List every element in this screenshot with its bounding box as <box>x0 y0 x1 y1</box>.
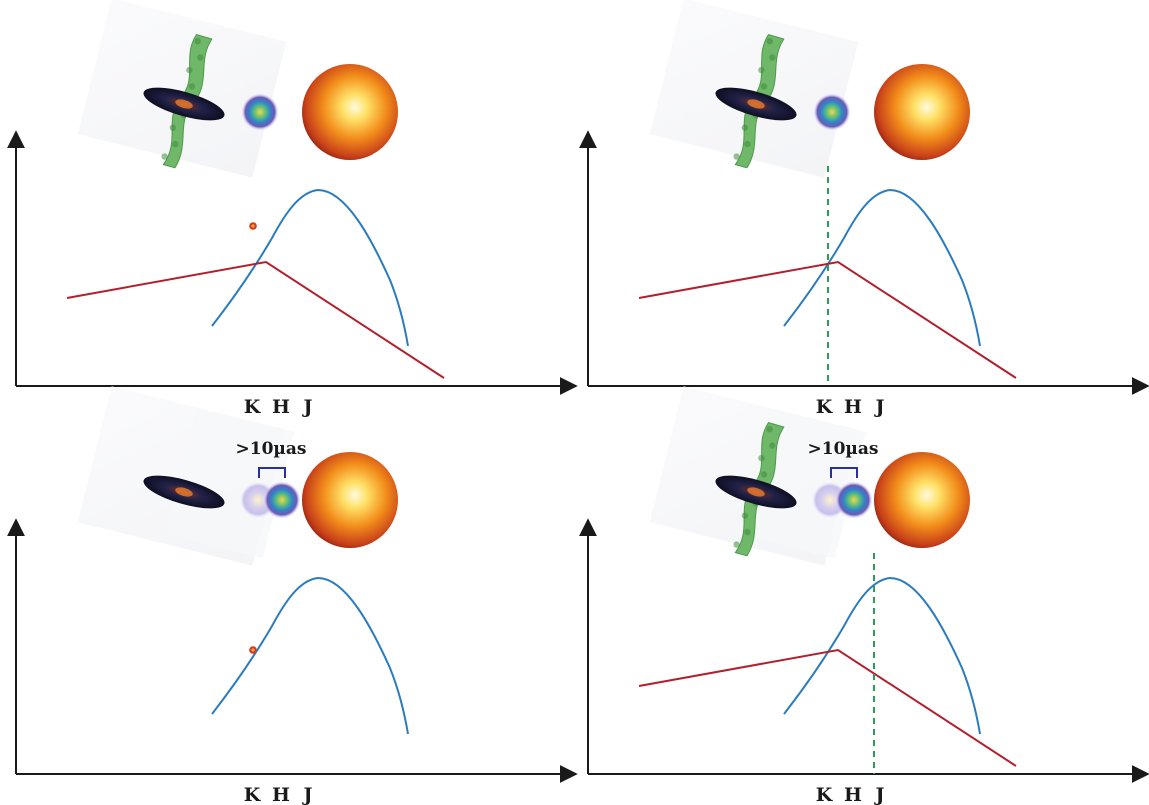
red-dot-core <box>251 224 255 228</box>
sed-curves <box>66 188 445 379</box>
sed-curves <box>211 576 409 735</box>
blue-stellar-sed <box>211 188 409 347</box>
jet-knot <box>186 66 193 74</box>
disk-backdrop <box>77 0 287 178</box>
red-dot-marker <box>249 222 257 230</box>
separation-label: >10µas <box>808 439 879 459</box>
jet-knot <box>741 124 749 131</box>
disk-core <box>747 99 765 109</box>
x-tick-k: K <box>244 784 262 805</box>
blue-stellar-sed <box>211 576 409 735</box>
ghost-backdrop <box>165 407 295 559</box>
red-dot-core <box>251 648 255 652</box>
jet-knot <box>744 140 751 148</box>
x-tick-k: K <box>816 396 834 418</box>
jet-knot <box>194 38 201 45</box>
star-icon <box>302 452 398 548</box>
star-icon <box>874 452 970 548</box>
illustration <box>77 0 398 178</box>
red-disk-sed <box>66 260 445 379</box>
jet-knot <box>733 541 740 548</box>
accretion-disk-icon <box>143 475 225 509</box>
x-tick-h: H <box>272 396 290 418</box>
blue-stellar-sed <box>783 188 981 347</box>
x-tick-j: J <box>302 784 313 805</box>
disk-backdrop <box>649 0 859 178</box>
illustration: >10µas <box>77 386 398 566</box>
jet-knot <box>169 124 177 131</box>
jet-knot <box>188 83 196 90</box>
disk-core <box>175 99 193 109</box>
sed-curves <box>638 553 1017 774</box>
x-tick-h: H <box>844 396 862 418</box>
x-tick-k: K <box>816 784 834 805</box>
jet-knot <box>760 471 768 478</box>
jet-knot <box>172 140 179 148</box>
illustration: >10µas <box>649 386 970 566</box>
separation-bracket <box>830 467 858 478</box>
red-disk-sed <box>638 648 1017 767</box>
sed-curves <box>638 166 1017 386</box>
red-disk-sed <box>638 260 1017 379</box>
jet-knot <box>161 153 168 160</box>
jet-knot <box>733 153 740 160</box>
jet-knot <box>741 512 749 519</box>
disk-core <box>747 487 765 497</box>
star-icon <box>874 64 970 160</box>
x-tick-k: K <box>244 396 262 418</box>
jet-knot <box>760 83 768 90</box>
separation-bracket <box>258 467 286 478</box>
blue-stellar-sed <box>783 576 981 735</box>
jet-knot <box>758 454 765 462</box>
accretion-disk-icon <box>715 87 797 121</box>
x-tick-h: H <box>844 784 862 805</box>
photocenter-blob-icon <box>263 481 301 519</box>
x-tick-j: J <box>874 784 885 805</box>
disk-core <box>175 487 193 497</box>
jet-knot <box>769 54 776 61</box>
jet-knot <box>744 528 751 536</box>
separation-label: >10µas <box>236 439 307 459</box>
jet-knot <box>758 66 765 74</box>
x-tick-j: J <box>874 396 885 418</box>
photocenter-blob-icon <box>813 93 851 131</box>
illustration <box>649 0 970 178</box>
red-dot-marker <box>249 646 257 654</box>
jet-knot <box>766 38 773 45</box>
x-tick-h: H <box>272 784 290 805</box>
x-tick-j: J <box>302 396 313 418</box>
jet-knot <box>766 426 773 433</box>
jet-knot <box>197 54 204 61</box>
photocenter-blob-icon <box>835 481 873 519</box>
star-icon <box>302 64 398 160</box>
photocenter-blob-icon <box>241 93 279 131</box>
accretion-disk-icon <box>715 475 797 509</box>
accretion-disk-icon <box>143 87 225 121</box>
jet-knot <box>769 442 776 449</box>
